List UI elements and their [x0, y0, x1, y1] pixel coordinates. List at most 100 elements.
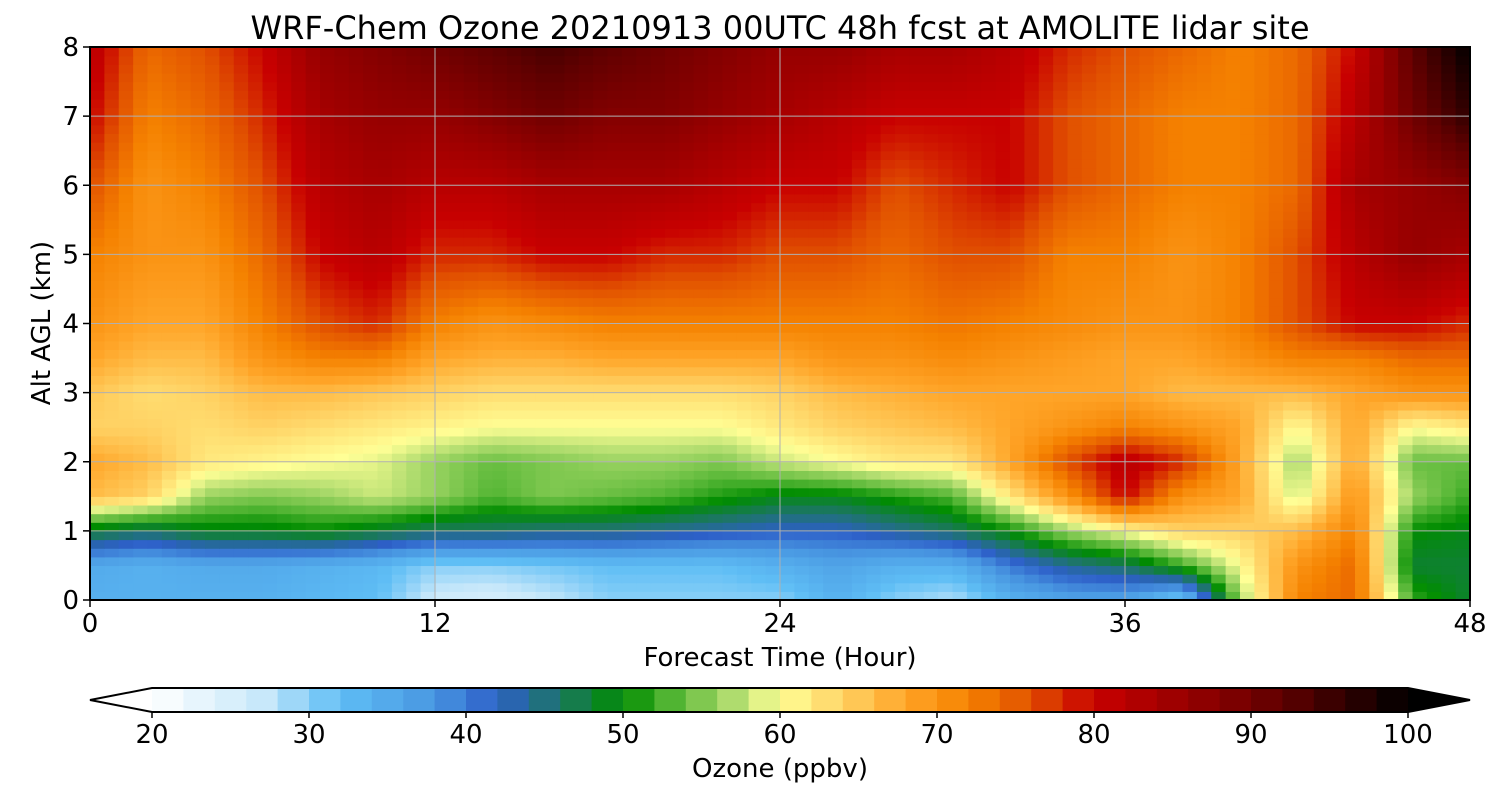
- heatmap-cell: [435, 548, 450, 558]
- heatmap-cell: [1283, 237, 1299, 247]
- heatmap-cell: [751, 211, 767, 221]
- heatmap-cell: [895, 392, 910, 402]
- heatmap-cell: [1024, 228, 1040, 238]
- heatmap-cell: [449, 375, 465, 385]
- heatmap-cell: [880, 530, 896, 541]
- heatmap-cell: [1297, 418, 1313, 428]
- heatmap-cell: [1139, 539, 1155, 549]
- heatmap-cell: [1038, 228, 1054, 238]
- heatmap-cell: [1355, 591, 1370, 601]
- heatmap-cell: [593, 237, 609, 247]
- heatmap-cell: [966, 591, 982, 601]
- heatmap-cell: [1412, 167, 1428, 178]
- heatmap-cell: [205, 263, 220, 273]
- heatmap-cell: [650, 167, 666, 178]
- heatmap-cell: [823, 150, 839, 160]
- heatmap-cell: [808, 297, 824, 307]
- heatmap-cell: [923, 401, 939, 411]
- heatmap-cell: [866, 245, 882, 255]
- heatmap-cell: [1412, 548, 1428, 558]
- heatmap-cell: [506, 487, 522, 497]
- heatmap-cell: [1355, 358, 1370, 368]
- heatmap-cell: [708, 409, 724, 420]
- heatmap-cell: [535, 591, 551, 601]
- heatmap-cell: [880, 306, 896, 316]
- heatmap-cell: [952, 444, 968, 454]
- heatmap-cell: [1081, 306, 1097, 316]
- heatmap-cell: [492, 202, 508, 212]
- heatmap-cell: [521, 150, 537, 160]
- heatmap-cell: [435, 504, 450, 515]
- heatmap-cell: [1441, 245, 1457, 255]
- heatmap-cell: [363, 366, 379, 376]
- heatmap-cell: [535, 288, 551, 299]
- heatmap-cell: [794, 401, 810, 411]
- heatmap-cell: [363, 453, 379, 463]
- heatmap-cell: [1326, 271, 1342, 281]
- heatmap-cell: [679, 401, 695, 411]
- heatmap-cell: [938, 582, 954, 592]
- heatmap-cell: [1355, 444, 1370, 454]
- heatmap-cell: [1355, 245, 1370, 255]
- heatmap-cell: [1153, 159, 1169, 169]
- heatmap-cell: [1455, 254, 1471, 264]
- heatmap-cell: [1168, 556, 1184, 567]
- heatmap-cell: [535, 185, 551, 195]
- heatmap-cell: [535, 280, 551, 290]
- heatmap-cell: [463, 409, 479, 420]
- heatmap-cell: [363, 409, 379, 420]
- heatmap-cell: [420, 574, 436, 584]
- heatmap-cell: [1369, 254, 1385, 264]
- heatmap-cell: [90, 228, 105, 238]
- heatmap-cell: [765, 574, 781, 584]
- heatmap-cell: [420, 358, 436, 368]
- heatmap-cell: [765, 530, 781, 541]
- heatmap-cell: [923, 409, 939, 420]
- heatmap-cell: [1168, 375, 1184, 385]
- heatmap-cell: [276, 453, 292, 463]
- heatmap-cell: [291, 150, 307, 160]
- heatmap-cell: [406, 539, 422, 549]
- heatmap-cell: [1398, 254, 1414, 264]
- heatmap-cell: [1125, 479, 1140, 489]
- heatmap-cell: [751, 383, 767, 394]
- heatmap-cell: [1196, 409, 1212, 420]
- heatmap-cell: [161, 211, 177, 221]
- heatmap-cell: [348, 375, 364, 385]
- heatmap-cell: [147, 392, 163, 402]
- heatmap-cell: [1053, 219, 1069, 230]
- heatmap-cell: [995, 375, 1011, 385]
- heatmap-cell: [693, 582, 709, 592]
- heatmap-cell: [808, 245, 824, 255]
- heatmap-cell: [1398, 193, 1414, 204]
- heatmap-cell: [506, 159, 522, 169]
- heatmap-cell: [233, 392, 249, 402]
- heatmap-cell: [205, 254, 220, 264]
- heatmap-cell: [1326, 202, 1342, 212]
- heatmap-cell: [521, 271, 537, 281]
- heatmap-cell: [348, 435, 364, 446]
- heatmap-cell: [1240, 591, 1255, 601]
- heatmap-cell: [391, 202, 407, 212]
- heatmap-cell: [593, 254, 609, 264]
- heatmap-cell: [1053, 582, 1069, 592]
- heatmap-cell: [938, 487, 954, 497]
- heatmap-cell: [478, 556, 494, 567]
- heatmap-cell: [751, 470, 767, 480]
- heatmap-cell: [1067, 332, 1083, 342]
- heatmap-cell: [391, 461, 407, 471]
- heatmap-cell: [1340, 159, 1356, 169]
- heatmap-cell: [233, 297, 249, 307]
- heatmap-cell: [636, 280, 652, 290]
- heatmap-cell: [1268, 591, 1284, 601]
- heatmap-cell: [1326, 263, 1342, 273]
- heatmap-cell: [506, 237, 522, 247]
- heatmap-cell: [133, 522, 149, 532]
- heatmap-cell: [880, 288, 896, 299]
- heatmap-cell: [708, 150, 724, 160]
- heatmap-cell: [1254, 297, 1270, 307]
- heatmap-cell: [506, 548, 522, 558]
- heatmap-cell: [492, 306, 508, 316]
- heatmap-cell: [147, 280, 163, 290]
- heatmap-cell: [1455, 288, 1471, 299]
